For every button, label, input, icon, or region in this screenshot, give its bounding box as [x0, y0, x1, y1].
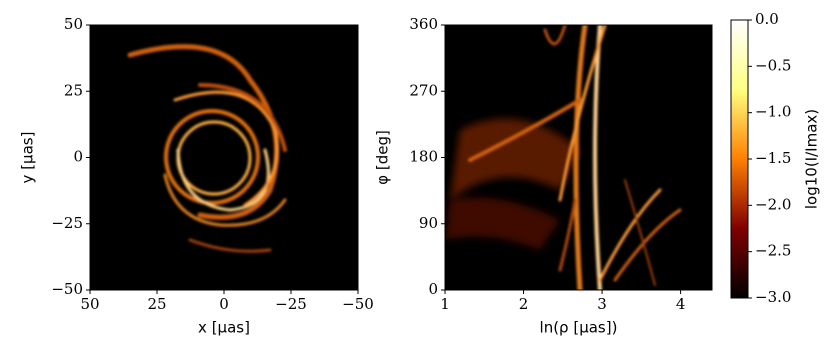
y-tick-label: 0.0: [755, 10, 779, 28]
colorbar: [731, 20, 748, 298]
x-tick-label: 2: [519, 295, 529, 313]
y-tick-label: −1.5: [755, 149, 791, 167]
y-tick-label: 50: [64, 15, 83, 33]
y-tick-label: −2.0: [755, 195, 791, 213]
y-tick-label: 0: [428, 280, 438, 298]
y-tick-label: −0.5: [755, 56, 791, 74]
y-tick-label: −1.0: [755, 103, 791, 121]
y-tick-label: −50: [51, 280, 83, 298]
y-tick-label: −2.5: [755, 242, 791, 260]
x-tick-label: 0: [219, 295, 229, 313]
y-tick-label: 360: [409, 15, 438, 33]
y-tick-label: 0: [73, 148, 83, 166]
y-tick-label: 270: [409, 81, 438, 99]
colorbar-label: log10(I/Imax): [803, 109, 821, 209]
y-tick-label: 90: [419, 214, 438, 232]
y-tick-label: −3.0: [755, 288, 791, 306]
x-tick-label: 50: [80, 295, 99, 313]
x-axis-label: x [μas]: [198, 319, 250, 337]
x-axis-label: ln(ρ [μas]): [540, 319, 618, 337]
y-axis-label: φ [deg]: [374, 130, 392, 185]
y-axis-label: y [μas]: [19, 132, 37, 184]
x-tick-label: 1: [440, 295, 450, 313]
y-tick-label: 25: [64, 81, 83, 99]
x-tick-label: −50: [342, 295, 374, 313]
image-panel-1: [90, 25, 358, 290]
x-tick-label: 4: [676, 295, 686, 313]
y-tick-label: −25: [51, 214, 83, 232]
image-panel-2: [445, 25, 712, 290]
x-tick-label: −25: [275, 295, 307, 313]
y-tick-label: 180: [409, 148, 438, 166]
x-tick-label: 25: [147, 295, 166, 313]
x-tick-label: 3: [597, 295, 607, 313]
